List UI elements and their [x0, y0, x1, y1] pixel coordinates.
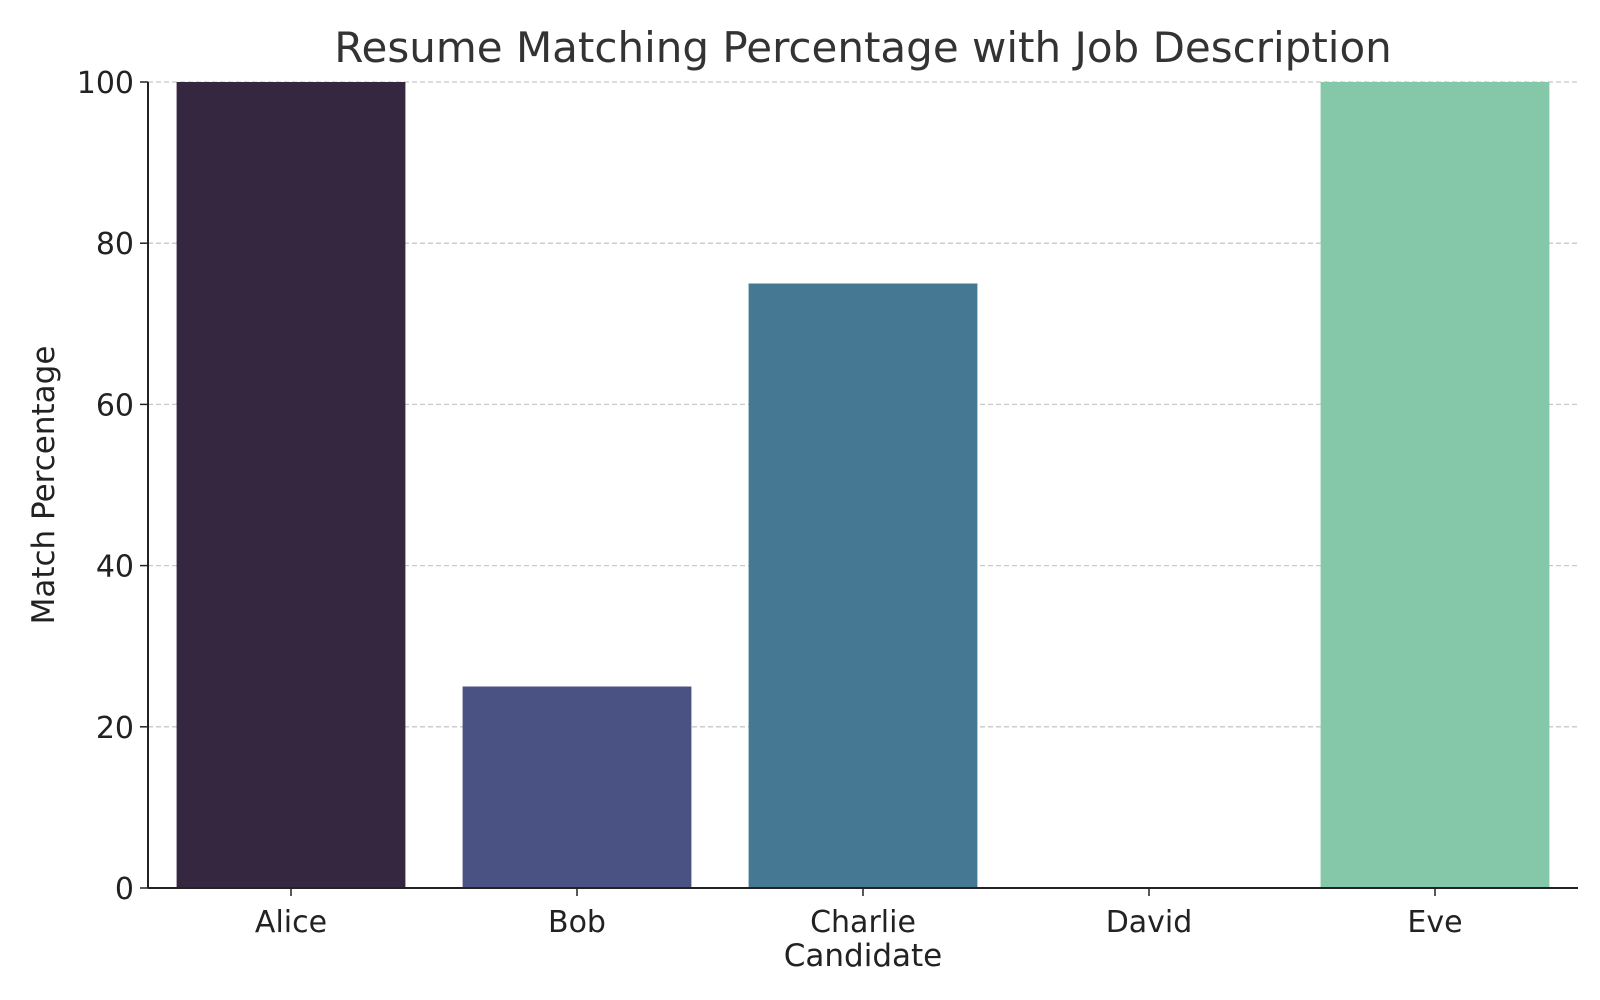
chart-title: Resume Matching Percentage with Job Desc… [334, 23, 1392, 72]
bar-alice [176, 82, 406, 888]
y-axis-title: Match Percentage [26, 346, 62, 625]
bars [176, 82, 1550, 888]
x-axis-title: Candidate [784, 938, 942, 974]
y-tick-label: 100 [77, 66, 134, 101]
bar-eve [1320, 82, 1550, 888]
x-tick-label: Alice [255, 905, 327, 940]
x-tick-label: Charlie [810, 905, 916, 940]
y-tick-label: 0 [115, 872, 134, 907]
x-tick-label: Eve [1407, 905, 1462, 940]
ticks: Alice Bob Charlie David Eve 0 20 40 60 80 100 [77, 66, 1463, 940]
y-tick-label: 20 [96, 711, 134, 746]
bar-bob [462, 686, 692, 888]
y-tick-label: 60 [96, 388, 134, 423]
x-tick-label: Bob [548, 905, 606, 940]
x-tick-label: David [1106, 905, 1193, 940]
y-tick-label: 80 [96, 227, 134, 262]
y-tick-label: 40 [96, 550, 134, 585]
bar-charlie [748, 283, 978, 888]
